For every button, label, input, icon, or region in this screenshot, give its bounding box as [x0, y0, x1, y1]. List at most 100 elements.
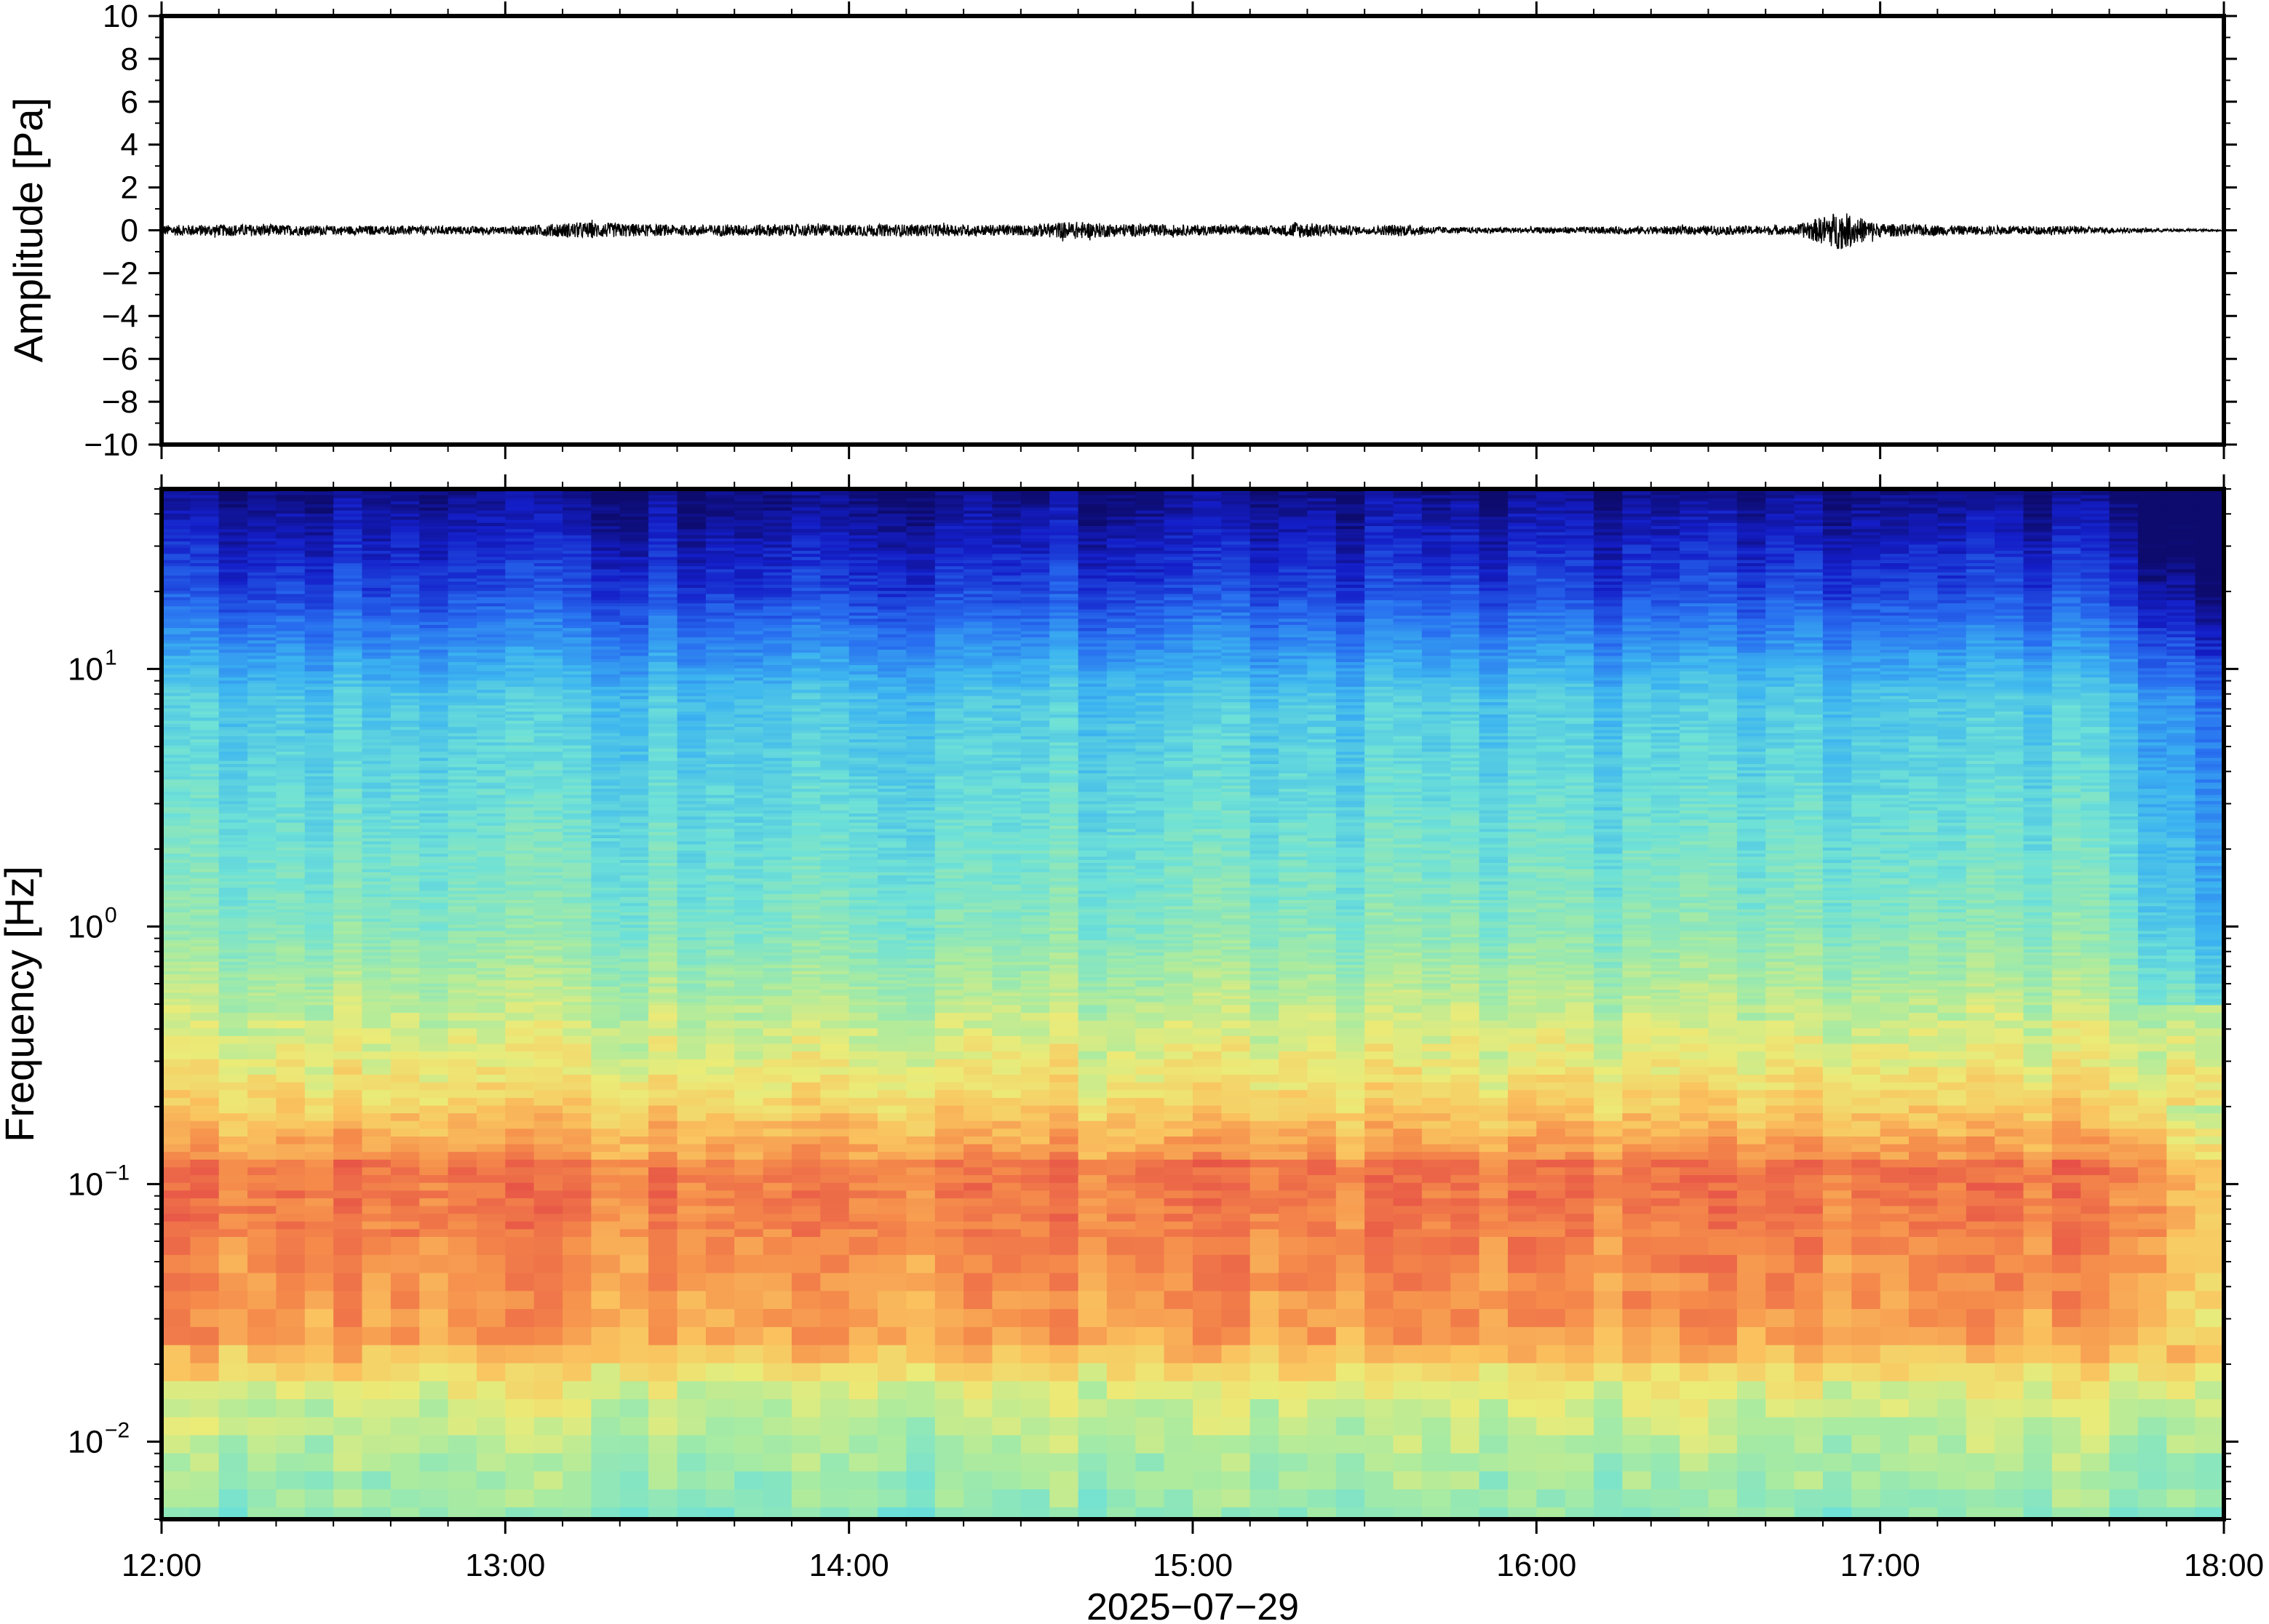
spectrogram-cell [648, 971, 678, 975]
spectrogram-cell [218, 859, 248, 864]
spectrogram-cell [533, 856, 563, 861]
spectrogram-cell [734, 863, 764, 867]
spectrogram-cell [276, 748, 306, 752]
spectrogram-cell [190, 665, 220, 669]
spectrogram-cell [505, 983, 535, 987]
spectrogram-cell [419, 680, 449, 685]
waveform-y-tick-label: −4 [102, 298, 138, 334]
spectrogram-cell [276, 835, 306, 839]
spectrogram-cell [304, 995, 334, 1000]
spectrogram-cell [791, 665, 822, 669]
spectrogram-cell [218, 813, 248, 817]
spectrogram-cell [390, 1273, 421, 1292]
spectrogram-cell [505, 693, 535, 697]
spectrogram-cell [448, 990, 477, 994]
spectrogram-cell [390, 881, 421, 885]
spectrogram-cell [619, 1345, 649, 1364]
spectrogram-cell [791, 906, 822, 910]
spectrogram-cell [304, 541, 334, 546]
spectrogram-cell [791, 628, 822, 632]
spectrogram-cell [591, 526, 621, 530]
spectrogram-cell [563, 986, 592, 990]
spectrogram-cell [533, 587, 563, 592]
spectrogram-cell [190, 906, 220, 910]
spectrogram-cell [677, 628, 707, 632]
spectrogram-cell [648, 918, 678, 923]
spectrogram-cell [190, 1020, 220, 1030]
spectrogram-cell [648, 1113, 678, 1122]
spectrogram-cell [419, 554, 449, 558]
spectrogram-cell [533, 918, 563, 923]
spectrogram-cell [162, 1326, 191, 1346]
spectrogram-cell [448, 1152, 477, 1161]
spectrogram-cell [677, 1035, 707, 1045]
spectrogram-cell [190, 547, 220, 552]
spectrogram-cell [247, 677, 277, 682]
spectrogram-cell [477, 990, 506, 994]
spectrogram-cell [619, 958, 649, 963]
spectrogram-cell [763, 1417, 792, 1436]
spectrogram-cell [390, 1035, 421, 1045]
spectrogram-cell [763, 1090, 792, 1099]
spectrogram-cell [162, 826, 191, 829]
spectrogram-cell [247, 1471, 277, 1490]
spectrogram-cell [304, 1129, 334, 1137]
spectrogram-cell [619, 649, 649, 653]
spectrogram-cell [304, 522, 334, 527]
spectrogram-cell [477, 631, 506, 635]
spectrogram-cell [791, 928, 822, 932]
spectrogram-cell [505, 810, 535, 814]
spectrogram-cell [533, 1507, 563, 1519]
spectrogram-cell [190, 686, 220, 690]
spectrogram-cell [333, 931, 363, 935]
spectrogram-cell [763, 1363, 792, 1382]
spectrogram-cell [218, 1182, 248, 1192]
spectrogram-cell [162, 1137, 191, 1145]
spectrogram-cell [619, 900, 649, 904]
spectrogram-cell [448, 819, 477, 824]
spectrogram-cell [677, 974, 707, 978]
spectrogram-cell [276, 696, 306, 700]
spectrogram-cell [333, 498, 363, 502]
spectrogram-cell [591, 891, 621, 895]
spectrogram-cell [390, 958, 421, 963]
spectrogram-cell [419, 1159, 449, 1169]
spectrogram-cell [677, 674, 707, 678]
spectrogram-cell [218, 1152, 248, 1161]
spectrogram-cell [591, 501, 621, 505]
spectrogram-cell [791, 572, 822, 576]
spectrogram-cell [763, 514, 792, 517]
spectrogram-cell [247, 501, 277, 505]
spectrogram-cell [276, 832, 306, 836]
spectrogram-cell [247, 900, 277, 904]
spectrogram-cell [591, 1221, 621, 1230]
spectrogram-cell [505, 715, 535, 719]
spectrogram-cell [705, 547, 736, 552]
spectrogram-cell [419, 631, 449, 635]
spectrogram-cell [791, 918, 822, 923]
spectrogram-cell [390, 1214, 421, 1222]
spectrogram-cell [218, 1273, 248, 1292]
spectrogram-cell [162, 801, 191, 805]
spectrogram-cell [190, 1051, 220, 1060]
spectrogram-cell [218, 535, 248, 539]
spectrogram-cell [591, 661, 621, 666]
spectrogram-cell [734, 760, 764, 765]
spectrogram-cell [333, 668, 363, 672]
spectrogram-cell [563, 748, 592, 752]
spectrogram-cell [563, 844, 592, 848]
spectrogram-cell [677, 643, 707, 648]
spectrogram-cell [304, 829, 334, 833]
spectrogram-cell [705, 955, 736, 960]
spectrogram-cell [705, 866, 736, 870]
spectrogram-cell [218, 971, 248, 975]
spectrogram-cell [362, 764, 392, 768]
spectrogram-cell [505, 668, 535, 672]
spectrogram-cell [563, 649, 592, 653]
spectrogram-cell [448, 1005, 477, 1014]
spectrogram-cell [533, 1381, 563, 1400]
spectrogram-cell [677, 621, 707, 626]
spectrogram-cell [477, 844, 506, 848]
spectrogram-cell [619, 773, 649, 777]
spectrogram-cell [276, 928, 306, 932]
